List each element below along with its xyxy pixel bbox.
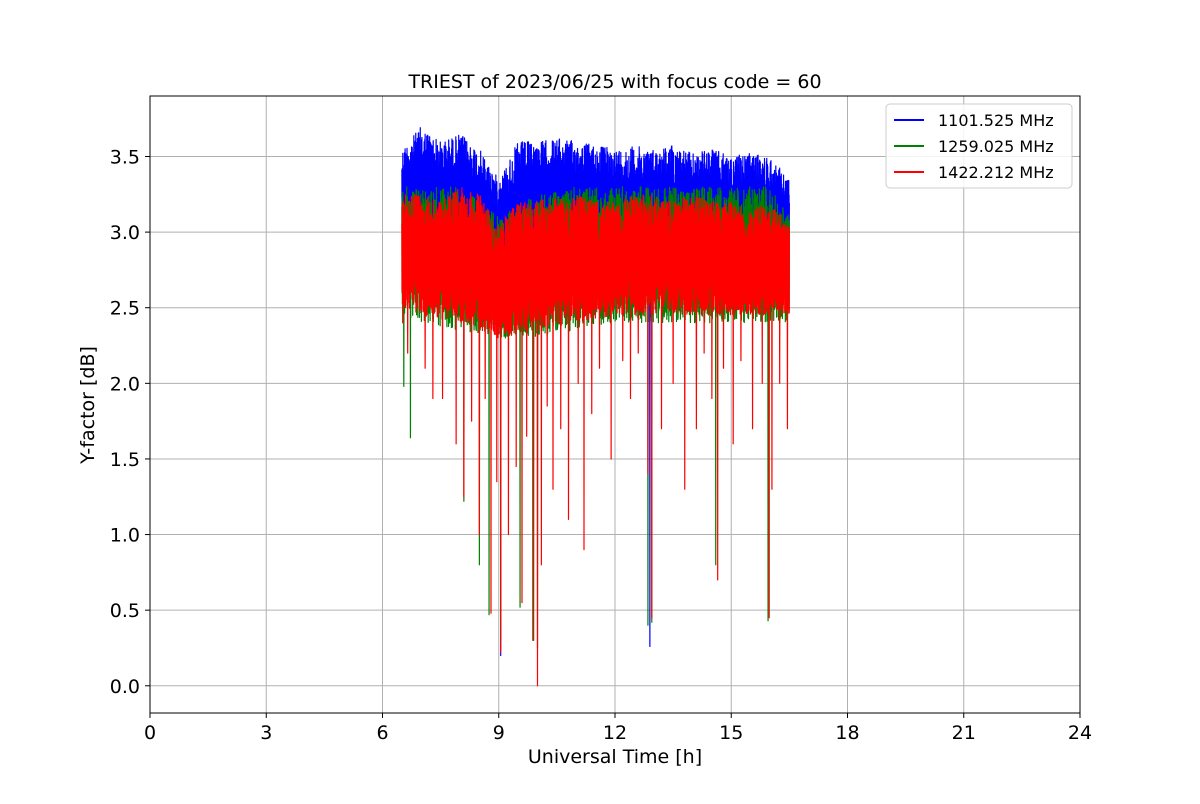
legend-label: 1259.025 MHz xyxy=(938,137,1054,156)
y-axis-label: Y-factor [dB] xyxy=(77,346,99,465)
chart-title: TRIEST of 2023/06/25 with focus code = 6… xyxy=(407,71,821,93)
x-tick-label: 15 xyxy=(719,722,743,744)
legend-label: 1422.212 MHz xyxy=(938,163,1054,182)
x-tick-label: 6 xyxy=(376,722,388,744)
x-tick-label: 12 xyxy=(603,722,627,744)
x-tick-label: 0 xyxy=(144,722,156,744)
y-tick-label: 0.0 xyxy=(110,676,140,698)
y-axis-ticks: 0.0 0.5 1.0 1.5 2.0 2.5 3.0 3.5 xyxy=(110,146,150,698)
series-layer xyxy=(401,127,790,687)
y-tick-label: 2.0 xyxy=(110,373,140,395)
legend: 1101.525 MHz 1259.025 MHz 1422.212 MHz xyxy=(885,103,1073,189)
x-tick-label: 9 xyxy=(493,722,505,744)
series-line-1 xyxy=(401,127,790,657)
series-line-3 xyxy=(401,187,790,687)
x-tick-label: 18 xyxy=(835,722,859,744)
x-tick-label: 3 xyxy=(260,722,272,744)
x-axis-ticks: 0 3 6 9 12 15 18 21 24 xyxy=(144,713,1092,744)
y-tick-label: 1.5 xyxy=(110,449,140,471)
y-tick-label: 2.5 xyxy=(110,298,140,320)
y-tick-label: 3.5 xyxy=(110,146,140,168)
y-tick-label: 1.0 xyxy=(110,525,140,547)
y-tick-label: 0.5 xyxy=(110,600,140,622)
x-tick-label: 24 xyxy=(1068,722,1092,744)
y-tick-label: 3.0 xyxy=(110,222,140,244)
x-axis-label: Universal Time [h] xyxy=(528,746,702,768)
x-tick-label: 21 xyxy=(952,722,976,744)
legend-label: 1101.525 MHz xyxy=(938,111,1054,130)
legend-box xyxy=(885,103,1073,189)
